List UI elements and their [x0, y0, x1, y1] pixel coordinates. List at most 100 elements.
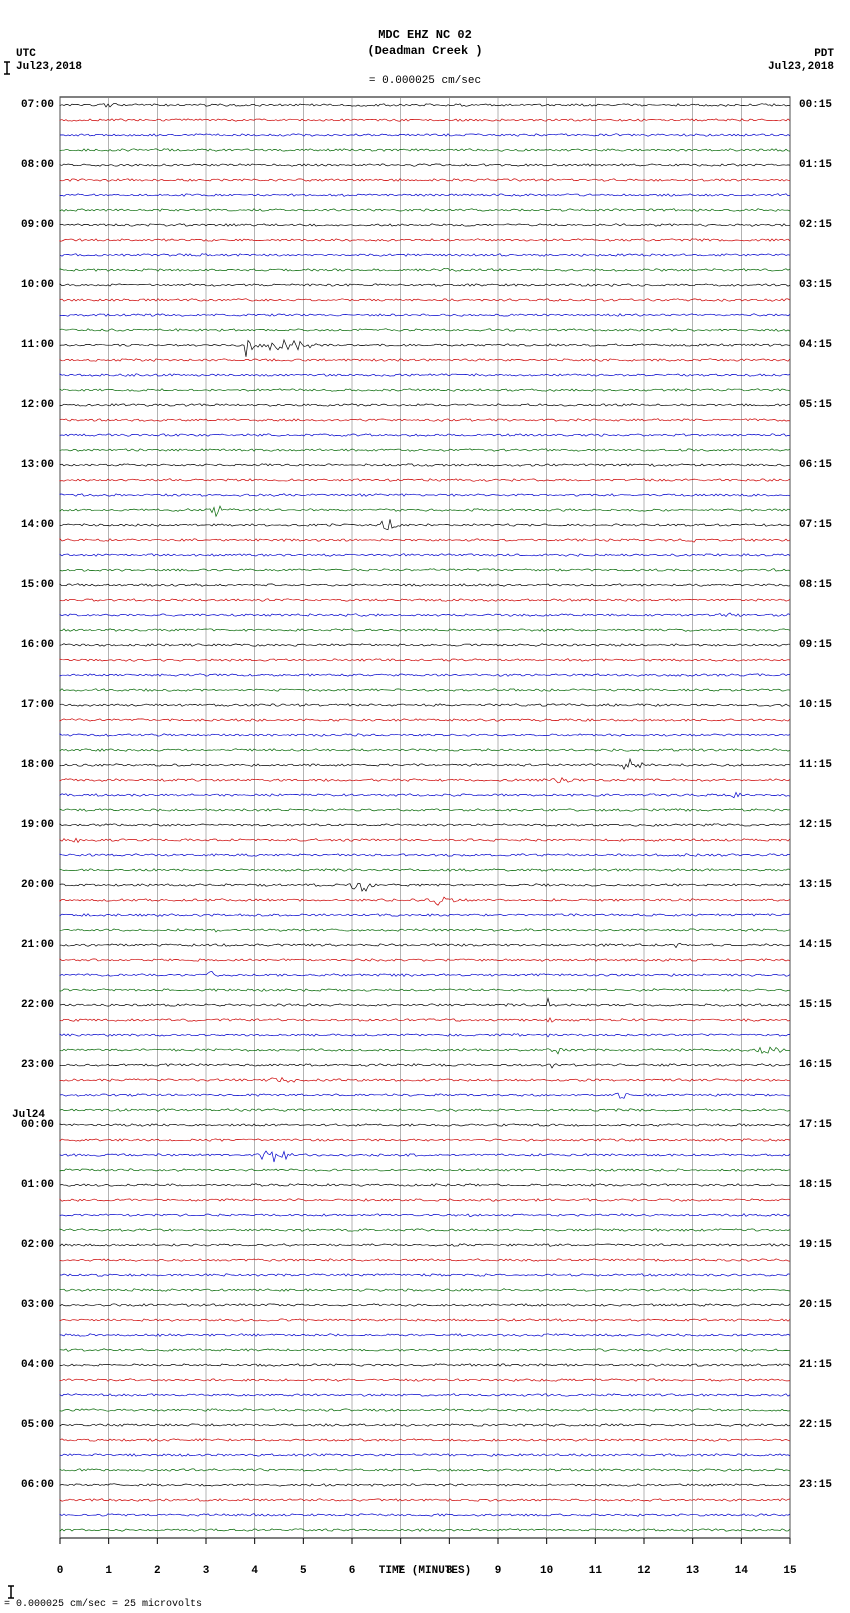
- seismic-trace: [60, 1529, 790, 1532]
- seismic-trace: [60, 1047, 790, 1054]
- left-time-label: 01:00: [18, 1179, 54, 1191]
- seismic-trace: [60, 883, 790, 891]
- right-time-label: 14:15: [799, 939, 832, 951]
- left-time-label: 23:00: [18, 1059, 54, 1071]
- seismic-trace: [60, 1124, 790, 1127]
- seismic-trace: [60, 1259, 790, 1262]
- seismic-trace: [60, 838, 790, 842]
- seismic-trace: [60, 404, 790, 407]
- left-time-label: 21:00: [18, 939, 54, 951]
- seismic-trace: [60, 1244, 790, 1247]
- seismic-trace: [60, 1304, 790, 1307]
- x-tick-label: 3: [203, 1565, 210, 1577]
- seismic-trace: [60, 1499, 790, 1502]
- left-time-label: 17:00: [18, 699, 54, 711]
- seismic-trace: [60, 1469, 790, 1472]
- seismic-trace: [60, 224, 790, 227]
- seismic-trace: [60, 629, 790, 632]
- right-time-label: 10:15: [799, 699, 832, 711]
- x-tick-label: 15: [783, 1565, 796, 1577]
- right-time-label: 04:15: [799, 339, 832, 351]
- seismic-trace: [60, 1064, 790, 1068]
- right-time-label: 06:15: [799, 459, 832, 471]
- x-tick-label: 2: [154, 1565, 161, 1577]
- left-time-label: 06:00: [18, 1479, 54, 1491]
- seismic-trace: [60, 1093, 790, 1098]
- tz-left-zone: UTC: [16, 48, 82, 61]
- left-time-label: 11:00: [18, 339, 54, 351]
- seismic-trace: [60, 539, 790, 543]
- left-time-label: 10:00: [18, 279, 54, 291]
- seismic-trace: [60, 1364, 790, 1367]
- x-tick-label: 14: [735, 1565, 748, 1577]
- seismic-trace: [60, 854, 790, 857]
- seismic-trace: [60, 449, 790, 452]
- seismic-trace: [60, 759, 790, 769]
- seismic-trace: [60, 1078, 790, 1083]
- right-time-label: 18:15: [799, 1179, 832, 1191]
- left-time-label: 07:00: [18, 99, 54, 111]
- scale-legend: = 0.000025 cm/sec: [0, 61, 850, 87]
- seismic-trace: [60, 269, 790, 272]
- seismic-trace: [60, 599, 790, 602]
- seismic-trace: [60, 972, 790, 977]
- left-time-label: 03:00: [18, 1299, 54, 1311]
- seismic-trace: [60, 749, 790, 752]
- seismic-trace: [60, 103, 790, 107]
- x-tick-label: 11: [589, 1565, 602, 1577]
- x-axis-label: TIME (MINUTES): [0, 1565, 850, 1577]
- seismic-trace: [60, 254, 790, 257]
- right-time-label: 17:15: [799, 1119, 832, 1131]
- left-time-label: 12:00: [18, 399, 54, 411]
- left-time-label: 18:00: [18, 759, 54, 771]
- seismic-trace: [60, 464, 790, 467]
- x-tick-label: 12: [637, 1565, 650, 1577]
- seismic-trace: [60, 897, 790, 905]
- seismic-trace: [60, 959, 790, 962]
- seismic-trace: [60, 1439, 790, 1442]
- footer-text: = 0.000025 cm/sec = 25 microvolts: [4, 1599, 202, 1610]
- x-tick-label: 5: [300, 1565, 307, 1577]
- seismic-trace: [60, 329, 790, 332]
- seismic-trace: [60, 1034, 790, 1037]
- seismic-trace: [60, 554, 790, 557]
- tz-right-date: Jul23,2018: [768, 61, 834, 74]
- seismic-trace: [60, 1319, 790, 1322]
- seismic-trace: [60, 869, 790, 872]
- seismic-trace: [60, 914, 790, 917]
- seismic-trace: [60, 299, 790, 302]
- left-time-label: 14:00: [18, 519, 54, 531]
- tz-left-date: Jul23,2018: [16, 61, 82, 74]
- right-time-label: 00:15: [799, 99, 832, 111]
- seismic-trace: [60, 1139, 790, 1142]
- seismic-trace: [60, 989, 790, 992]
- left-time-label: 00:00: [18, 1119, 54, 1131]
- seismic-trace: [60, 719, 790, 722]
- seismic-trace: [60, 929, 790, 932]
- right-time-label: 13:15: [799, 879, 832, 891]
- right-time-label: 01:15: [799, 159, 832, 171]
- seismic-trace: [60, 359, 790, 362]
- seismic-trace: [60, 1289, 790, 1292]
- seismic-trace: [60, 239, 790, 242]
- seismic-trace: [60, 179, 790, 181]
- seismic-trace: [60, 1018, 790, 1022]
- left-time-label: 05:00: [18, 1419, 54, 1431]
- seismic-trace: [60, 824, 790, 827]
- right-time-label: 21:15: [799, 1359, 832, 1371]
- seismic-trace: [60, 340, 790, 357]
- seismic-trace: [60, 1394, 790, 1397]
- seismic-trace: [60, 1454, 790, 1457]
- right-time-label: 08:15: [799, 579, 832, 591]
- seismogram-plot: 012345678910111213141507:0008:0009:0010:…: [0, 93, 850, 1563]
- right-time-label: 12:15: [799, 819, 832, 831]
- x-tick-label: 4: [251, 1565, 258, 1577]
- station-location: (Deadman Creek ): [0, 44, 850, 60]
- seismic-trace: [60, 1151, 790, 1162]
- x-tick-label: 10: [540, 1565, 553, 1577]
- x-tick-label: 6: [349, 1565, 356, 1577]
- seismic-trace: [60, 584, 790, 587]
- right-time-label: 19:15: [799, 1239, 832, 1251]
- right-time-label: 07:15: [799, 519, 832, 531]
- header: MDC EHZ NC 02 (Deadman Creek ): [0, 0, 850, 59]
